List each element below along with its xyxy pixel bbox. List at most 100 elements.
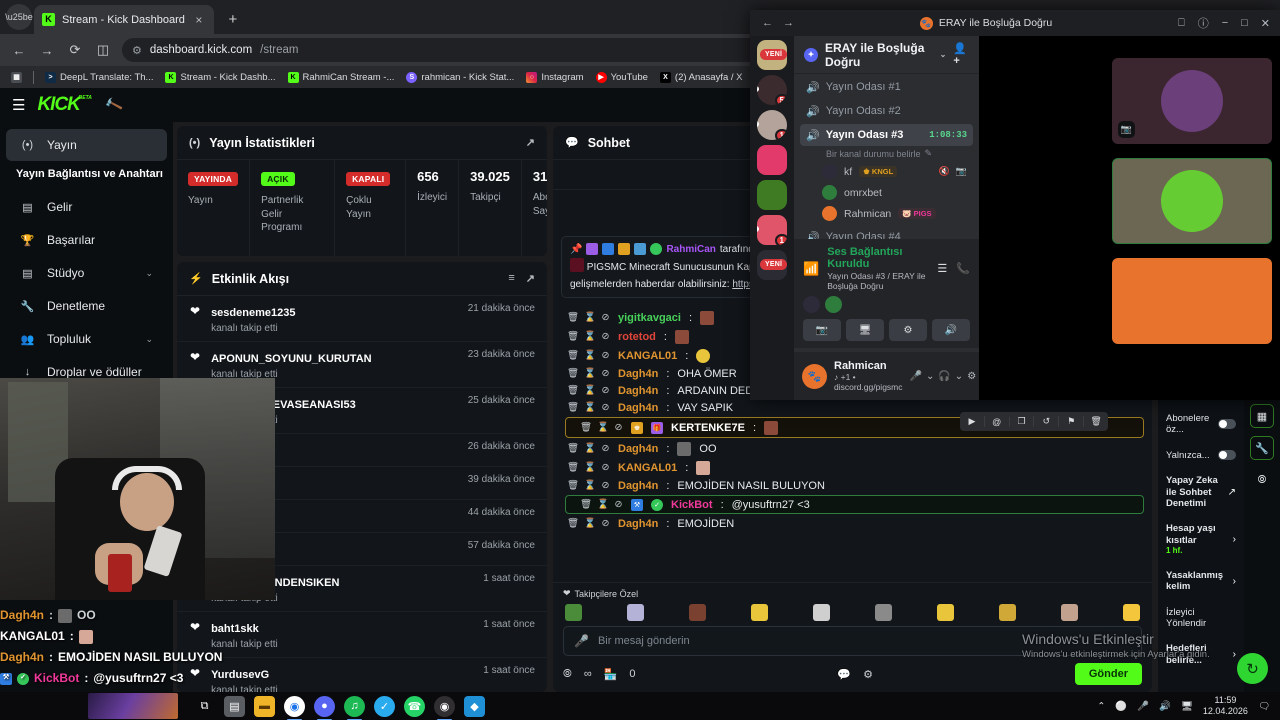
emote-icon[interactable] <box>813 604 830 621</box>
bookmark-item[interactable]: ○ Instagram <box>521 70 588 85</box>
timeout-icon[interactable]: ⌛ <box>584 443 596 454</box>
chat-username[interactable]: yigitkavgaci <box>618 311 681 324</box>
browser-tab[interactable]: K Stream - Kick Dashboard × <box>34 5 214 34</box>
chevron-right-icon[interactable]: › <box>1232 534 1236 546</box>
timeout-icon[interactable]: ⌛ <box>584 331 596 342</box>
identity-icon[interactable]: ⦾ <box>563 667 572 680</box>
chat-message[interactable]: 🗑 ⌛ ⊘ Dagh4n: EMOJİDEN <box>567 517 735 530</box>
refresh-icon[interactable]: ↻ <box>1237 653 1268 684</box>
task-view-icon[interactable]: ⧉ <box>200 699 209 712</box>
chat-username[interactable]: KANGAL01 <box>618 349 678 362</box>
server-icon-red[interactable]: 1 <box>757 215 787 245</box>
video-tile-2[interactable] <box>1112 158 1272 244</box>
chat-message[interactable]: 🗑 ⌛ ⊘ yigitkavgaci: <box>553 308 1152 327</box>
back-icon[interactable]: ← <box>12 42 26 58</box>
ban-icon[interactable]: ⊘ <box>601 518 610 529</box>
ban-icon[interactable]: ⊘ <box>601 462 610 473</box>
voice-member-rahmican[interactable]: Rahmican 🐷 PIGS <box>816 203 973 224</box>
emote-icon[interactable] <box>1061 604 1078 621</box>
server-icon-new-top[interactable]: YENİ <box>757 40 787 70</box>
ban-icon[interactable]: ⊘ <box>614 422 623 433</box>
chat-username[interactable]: Dagh4n <box>618 479 659 492</box>
file-explorer-icon[interactable]: ▬ <box>254 695 275 717</box>
whatsapp-icon[interactable]: ☎ <box>404 695 425 717</box>
setting-ai-moderation[interactable]: Yapay Zeka ile Sohbet Denetimi ↗ <box>1166 468 1236 516</box>
discord-icon[interactable]: ● <box>314 695 335 720</box>
popout-icon[interactable]: ⎕ <box>1178 16 1185 29</box>
voice-member-kf[interactable]: kf ♚ KNGL 🔇 📷 <box>816 161 973 182</box>
chat-username[interactable]: Dagh4n <box>618 442 659 455</box>
chat-username[interactable]: Dagh4n <box>618 384 659 397</box>
chat-message[interactable]: 🗑 ⌛ ⊘ Dagh4n: OO <box>567 441 717 456</box>
chat-message[interactable]: 🗑 ⌛ ⊘ rotetod: <box>553 327 1152 346</box>
identity-icon[interactable]: ⦾ <box>1257 473 1267 486</box>
bookmark-item[interactable]: K Stream - Kick Dashb... <box>160 70 280 85</box>
chevron-down-icon[interactable]: ⌄ <box>145 333 153 344</box>
chevron-down-icon[interactable]: ⌄ <box>954 370 964 382</box>
new-tab-button[interactable]: + <box>228 10 238 28</box>
setting-raid-viewers[interactable]: İzleyici Yönlendir <box>1166 600 1236 637</box>
pin-button[interactable]: ⚑ <box>1059 416 1085 427</box>
pinned-link[interactable]: https <box>732 278 754 290</box>
activity-feed-list[interactable]: ❤ sesdeneme1235 kanalı takip etti 21 dak… <box>177 296 547 692</box>
undo-button[interactable]: ↺ <box>1034 416 1060 427</box>
bookmark-item[interactable]: ▶ YouTube <box>591 70 653 85</box>
timeout-icon[interactable]: ⌛ <box>584 462 596 473</box>
filter-icon[interactable]: ≡ <box>508 272 515 284</box>
delete-icon[interactable]: 🗑 <box>567 331 580 342</box>
moderation-hammer-icon[interactable]: 🔨 <box>103 94 124 115</box>
mic-icon[interactable]: 🎤 <box>574 634 589 648</box>
emoji-icon[interactable]: 💬 <box>837 668 852 681</box>
chat-message[interactable]: 🗑 ⌛ ⊘ Dagh4n: OHA ÖMER <box>567 367 737 380</box>
timeout-icon[interactable]: ⌛ <box>584 350 596 361</box>
emote-icon[interactable] <box>1123 604 1140 621</box>
timeout-icon[interactable]: ⌛ <box>584 402 596 413</box>
kick-logo[interactable]: KICK BETA <box>37 94 92 115</box>
split-view-icon[interactable]: ◫ <box>96 42 110 57</box>
bookmark-item[interactable]: S rahmican - Kick Stat... <box>401 70 519 85</box>
list-item[interactable]: ❤ baht1skk kanalı takip etti 1 saat önce <box>177 612 547 658</box>
chat-username[interactable]: KANGAL01 <box>618 461 678 474</box>
emote-icon[interactable] <box>751 604 768 621</box>
help-icon[interactable]: ⓘ <box>1197 18 1209 30</box>
chat-message[interactable]: 🗑 ⌛ ⊘ KANGAL01: <box>553 346 1152 365</box>
setting-only[interactable]: Yalnızca... <box>1166 443 1236 468</box>
ban-icon[interactable]: ⊘ <box>601 331 610 342</box>
external-link-icon[interactable]: ↗ <box>1227 486 1236 498</box>
mic-icon[interactable]: 🎤 <box>1137 700 1149 712</box>
emote-icon[interactable] <box>999 604 1016 621</box>
ban-icon[interactable]: ⊘ <box>601 443 610 454</box>
setting-subscribers-only[interactable]: Abonelere öz... <box>1166 406 1236 443</box>
server-header[interactable]: ✦ ERAY ile Boşluğa Doğru ⌄ 👤+ <box>794 36 979 74</box>
list-item[interactable]: 44 dakika önce <box>177 500 547 533</box>
list-item[interactable]: ❤ APONUN_SOYUNU_KURUTAN kanalı takip ett… <box>177 342 547 388</box>
stream-preview-thumbnail[interactable] <box>88 693 178 719</box>
gear-icon[interactable]: ⚙ <box>967 370 977 382</box>
apps-grid-icon[interactable]: ▦ <box>6 70 27 85</box>
volume-icon[interactable]: 🔊 <box>1158 700 1171 712</box>
ban-icon[interactable]: ⊘ <box>614 499 623 510</box>
timeout-icon[interactable]: ⌛ <box>597 422 609 433</box>
tab-search-chevron-icon[interactable]: \u25be <box>5 4 33 30</box>
network-icon[interactable]: 🖥 <box>1180 700 1193 712</box>
delete-icon[interactable]: 🗑 <box>580 499 593 510</box>
video-tile-3[interactable] <box>1112 258 1272 344</box>
server-icon-new-bottom[interactable]: YENİ <box>757 250 787 280</box>
timeout-icon[interactable]: ⌛ <box>584 480 596 491</box>
wrench-icon[interactable]: 🔧 <box>1250 436 1274 460</box>
channel-status[interactable]: Bir kanal durumu belirle ✎ <box>826 148 973 159</box>
avatar[interactable]: 🐾 <box>802 363 827 389</box>
setting-account-age[interactable]: Hesap yaşı kısıtlar 1 hf. › <box>1166 516 1236 562</box>
timeout-icon[interactable]: ⌛ <box>584 518 596 529</box>
emote-icon[interactable] <box>937 604 954 621</box>
toggle-switch[interactable] <box>1218 419 1236 430</box>
shop-icon[interactable]: 🏪 <box>603 668 618 681</box>
delete-icon[interactable]: 🗑 <box>567 518 580 529</box>
chat-username[interactable]: Dagh4n <box>618 401 659 414</box>
streamlabs-icon[interactable]: ◆ <box>464 695 485 717</box>
sidebar-item-studyo[interactable]: ▤ Stüdyo ⌄ <box>6 257 167 289</box>
hamburger-menu-icon[interactable]: ☰ <box>12 97 26 114</box>
sidebar-item-droplar[interactable]: ↓ Droplar ve ödüller <box>6 356 167 388</box>
channel-yayin-odasi-2[interactable]: 🔊 Yayın Odası #2 <box>800 100 973 122</box>
server-icon-shrek[interactable] <box>757 180 787 210</box>
